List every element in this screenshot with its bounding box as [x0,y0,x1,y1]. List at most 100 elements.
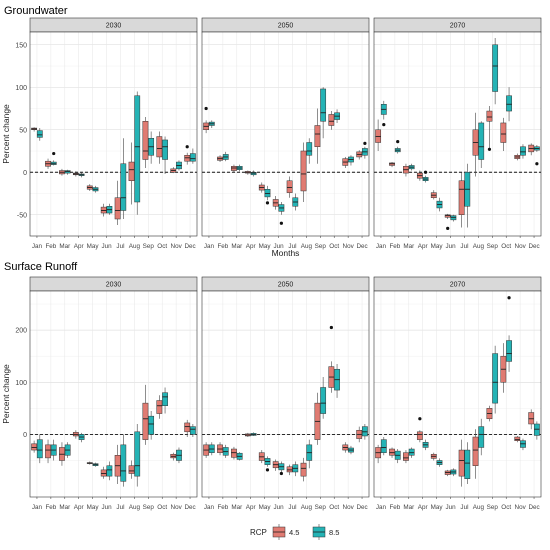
box-iqr [533,423,540,436]
box-45-feb [389,162,395,168]
box-45-jul [458,439,465,487]
x-tick-label: Jun [445,504,456,511]
outlier-point [265,201,270,205]
box-iqr [320,387,327,414]
box-85-aug [306,439,313,469]
box-85-nov [520,144,526,159]
box-45-sep [486,405,493,422]
box-85-mar [408,447,415,458]
x-tick-label: Oct [501,243,511,250]
panel-border [373,290,542,498]
box-45-dec [528,143,535,156]
x-tick-label: Jul [460,504,468,511]
chart-title: Groundwater [4,5,68,17]
box-45-sep [142,117,149,168]
box-85-apr [422,439,429,451]
x-tick-label: Jan [376,243,387,250]
box-45-nov [170,452,177,461]
panel-background [374,32,541,236]
box-iqr [134,95,141,203]
x-tick-label: Nov [515,243,527,250]
box-85-nov [176,447,182,464]
box-45-mar [231,164,237,173]
x-tick-label: Jul [116,504,124,511]
box-45-sep [314,108,321,164]
outlier-point [329,325,333,330]
box-85-jul [464,163,471,228]
box-iqr [514,436,521,441]
box-45-mar [403,450,409,464]
facet-label: 2050 [278,282,294,289]
x-tick-label: Oct [157,504,167,511]
box-85-mar [236,164,243,172]
outlier-point [418,417,422,421]
box-85-dec [533,145,540,166]
x-tick-label: Mar [59,504,70,511]
facet-label: 2070 [450,23,466,30]
box-45-feb [217,442,223,456]
box-iqr [458,449,465,477]
box-iqr [300,462,307,477]
facet-label: 2050 [278,23,294,30]
x-tick-label: Oct [157,243,167,250]
x-tick-label: Feb [217,504,228,511]
box-iqr [114,197,121,220]
box-45-aug [472,429,479,479]
box-45-feb [389,447,395,458]
facet-label: 2030 [106,23,122,30]
box-45-may [258,450,265,464]
box-45-feb [45,439,51,464]
box-45-feb [217,155,223,163]
box-45-sep [486,105,493,151]
x-tick-label: Mar [403,243,414,250]
x-tick-label: Nov [515,504,527,511]
legend-label: 8.5 [329,528,339,537]
box-85-may [436,458,443,467]
box-iqr [464,449,471,479]
box-85-aug [306,138,313,164]
box-iqr [286,466,293,473]
x-tick-label: Dec [356,243,367,250]
box-iqr [500,122,507,143]
box-iqr [31,443,38,451]
y-tick-label: -50 [17,212,27,219]
box-45-may [86,184,93,191]
box-85-oct [506,87,512,122]
box-85-nov [348,445,354,455]
x-tick-label: Aug [129,243,141,250]
box-45-aug [128,460,135,479]
box-iqr [184,422,191,433]
panel-border [373,31,542,237]
box-45-jan [31,127,38,132]
box-45-apr [72,171,79,177]
box-iqr [162,392,168,406]
x-tick-label: Mar [403,504,414,511]
box-iqr [458,180,465,215]
box-iqr [120,444,127,482]
facet-2070: 2070 Jan Feb Mar Apr May Jun Jul Aug Sep Oct Nov Dec [373,276,542,511]
box-45-apr [244,432,251,438]
y-tick-label: 0 [23,170,27,177]
box-iqr [231,448,237,458]
box-iqr [128,465,135,474]
box-iqr [478,122,485,160]
x-tick-label: Mar [231,504,242,511]
box-iqr [478,426,485,448]
x-tick-label: Feb [389,243,400,250]
box-45-jun [444,469,451,477]
outlier-point [507,296,511,300]
box-45-jul [458,172,465,228]
box-85-sep [148,410,155,440]
box-45-jul [114,444,121,484]
outlier-point [446,226,450,230]
box-iqr [120,163,127,211]
facet-2030: 2030 Jan Feb Mar Apr May Jun Jul Aug Sep Oct Nov Dec [29,17,198,250]
outlier-point [279,471,283,476]
y-tick-label: 0 [23,432,27,439]
legend: RCP 4.5 8.5 [250,524,339,540]
box-85-mar [408,163,415,171]
box-iqr [408,448,415,456]
box-85-oct [162,387,168,414]
panel-border [201,31,370,237]
